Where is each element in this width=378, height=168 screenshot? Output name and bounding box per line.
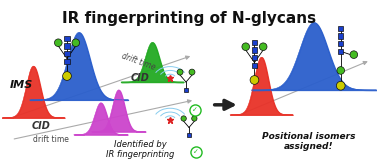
Circle shape [192, 116, 197, 121]
Text: ✓: ✓ [193, 149, 199, 155]
Circle shape [54, 39, 62, 47]
Circle shape [336, 81, 345, 90]
Bar [252, 62, 257, 68]
Bar [338, 33, 344, 39]
Bar [64, 43, 70, 49]
Text: CID: CID [130, 73, 149, 83]
Circle shape [177, 69, 183, 75]
Text: Positional isomers
assigned!: Positional isomers assigned! [262, 132, 356, 151]
Text: Identified by
IR fingerprinting: Identified by IR fingerprinting [106, 140, 175, 159]
Bar [338, 41, 344, 47]
Bar [252, 55, 257, 60]
Circle shape [350, 51, 358, 58]
Circle shape [181, 116, 186, 121]
Text: drift time: drift time [121, 52, 157, 72]
Bar [252, 47, 257, 53]
Circle shape [63, 72, 71, 80]
Bar [187, 133, 191, 137]
Text: ✓: ✓ [192, 107, 198, 113]
Circle shape [250, 76, 259, 84]
Circle shape [259, 43, 267, 51]
Bar [252, 40, 257, 45]
Bar [338, 26, 344, 31]
Circle shape [337, 67, 345, 74]
Bar [64, 36, 70, 41]
Text: IMS: IMS [9, 80, 33, 90]
Bar [64, 51, 70, 56]
Text: drift time: drift time [33, 135, 69, 144]
Text: CID: CID [31, 121, 50, 131]
Text: IR fingerprinting of N-glycans: IR fingerprinting of N-glycans [62, 11, 316, 26]
Bar [184, 88, 188, 92]
Circle shape [242, 43, 249, 51]
Bar [338, 49, 344, 54]
Circle shape [72, 39, 79, 47]
Bar [64, 59, 70, 64]
Circle shape [189, 69, 195, 75]
